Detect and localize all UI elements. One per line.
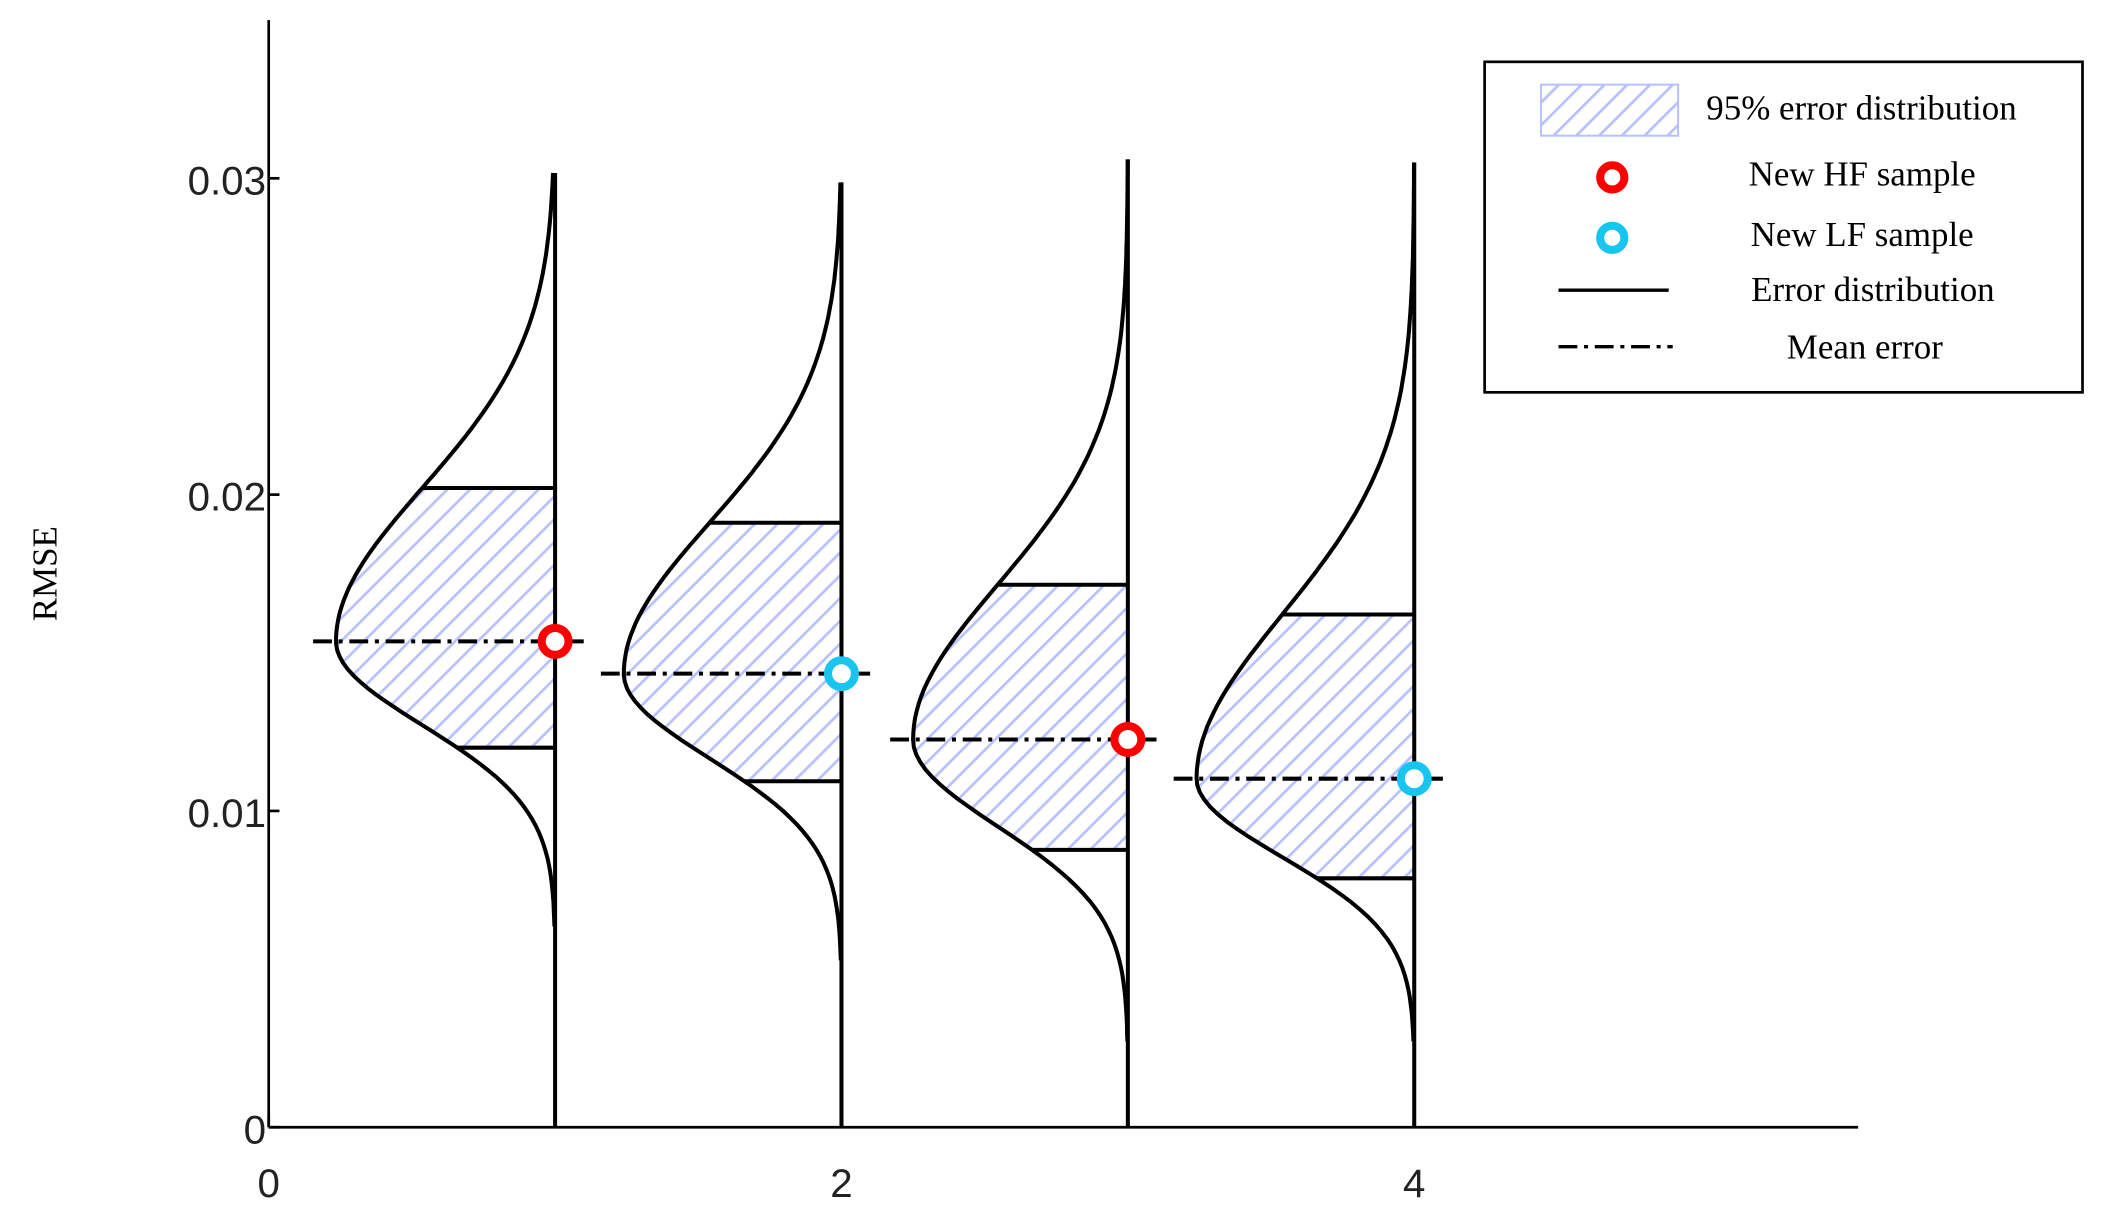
- sample-marker: [1110, 721, 1146, 757]
- legend-label: New LF sample: [1751, 215, 1974, 254]
- legend-marker: [1596, 221, 1629, 254]
- legend-label: Mean error: [1787, 328, 1943, 367]
- sample-marker: [824, 656, 859, 692]
- x-tick-label: 4: [1403, 1161, 1425, 1206]
- ci-fill: [336, 487, 556, 748]
- ci-fill: [1196, 614, 1415, 879]
- y-tick-label: 0.03: [188, 158, 266, 203]
- x-tick-label: 0: [257, 1161, 279, 1206]
- y-tick-label: 0.01: [188, 791, 266, 836]
- ci-fill: [913, 584, 1128, 850]
- y-tick-label: 0: [244, 1107, 266, 1152]
- error-curve: [334, 172, 557, 927]
- error-curve: [911, 159, 1130, 1042]
- sample-marker: [537, 623, 573, 659]
- x-tick-label: 2: [830, 1161, 852, 1206]
- legend-label: New HF sample: [1749, 154, 1976, 193]
- error-curve: [621, 182, 843, 961]
- y-tick-label: 0.02: [188, 475, 266, 520]
- legend-marker: [1596, 161, 1629, 194]
- legend-fill-swatch: [1540, 83, 1680, 137]
- y-axis-label: RMSE: [25, 526, 64, 621]
- legend-label: 95% error distribution: [1706, 89, 2016, 128]
- sample-marker: [1396, 761, 1432, 797]
- legend-label: Error distribution: [1751, 270, 1994, 309]
- error-curve: [1194, 162, 1417, 1042]
- ci-fill: [623, 522, 842, 782]
